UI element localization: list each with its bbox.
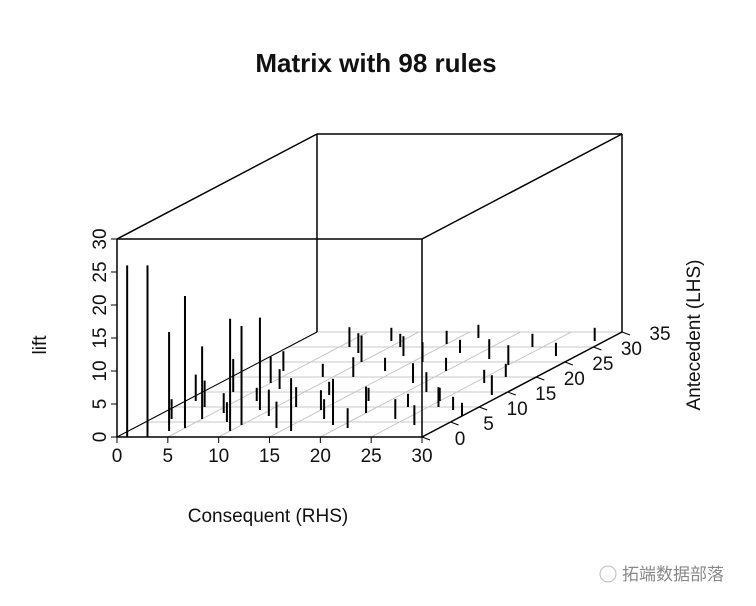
z-tick-label: 15 [90,327,111,348]
y-tick-label: 15 [535,384,556,405]
z-axis-label: lift [30,335,51,355]
y-tick [564,361,574,366]
x-tick-label: 0 [112,446,123,467]
watermark-icon [599,565,617,583]
y-tick [450,421,459,426]
floor-grid-line [269,331,470,438]
z-tick-label: 20 [90,294,111,315]
floor-grid-line [167,331,369,438]
y-tick [621,331,631,336]
z-tick-label: 25 [90,261,111,282]
y-tick-label: 5 [483,414,494,435]
y-tick-label: 20 [564,369,585,390]
chart-title: Matrix with 98 rules [255,48,496,78]
floor-grid-line [370,331,572,438]
floor-grid-line [218,331,419,438]
z-tick-label: 5 [90,399,111,410]
z-tick-label: 0 [90,432,111,443]
x-tick-label: 20 [310,446,331,467]
x-axis-label: Consequent (RHS) [188,506,349,527]
floor-grid-line [320,331,521,438]
watermark: 拓端数据部落 [622,565,724,584]
y-tick-label: 25 [592,354,613,375]
x-tick-label: 25 [361,446,382,467]
z-tick-label: 30 [90,228,111,249]
z-tick-label: 10 [90,360,111,381]
y-tick [507,391,516,396]
y-tick-label: 0 [455,429,466,450]
x-tick-label: 15 [259,446,280,467]
x-tick-label: 30 [411,446,432,467]
box-edge [421,133,623,240]
y-tick [421,436,431,441]
y-tick-label: 30 [621,339,642,360]
y-tick-label: 35 [649,324,670,345]
x-tick-label: 10 [208,446,229,467]
y-tick [536,376,545,381]
y-tick-label: 10 [507,399,528,420]
y-tick [478,406,488,411]
box-edge [421,331,623,438]
y-tick [593,346,602,351]
y-axis-label: Antecedent (LHS) [684,259,705,410]
box-edge [116,133,318,240]
x-tick-label: 5 [163,446,174,467]
box-edge [116,331,318,438]
